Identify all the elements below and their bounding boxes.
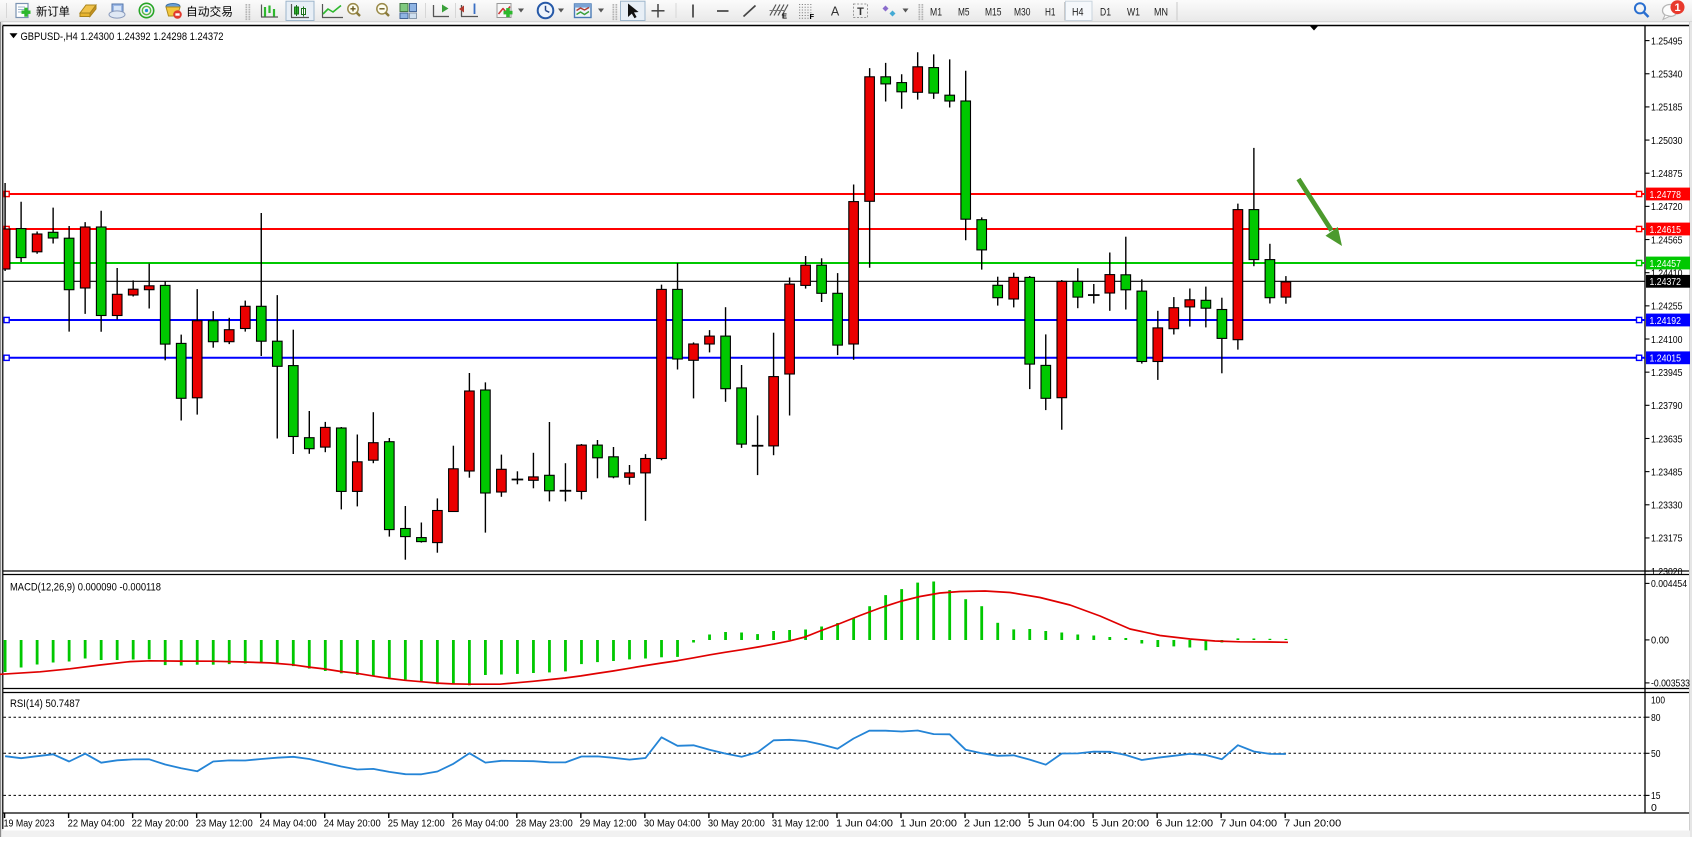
svg-text:26 May 04:00: 26 May 04:00 [452, 818, 509, 830]
svg-text:1.23175: 1.23175 [1651, 533, 1683, 545]
svg-text:T: T [857, 6, 864, 18]
svg-text:MACD(12,26,9) 0.000090 -0.0001: MACD(12,26,9) 0.000090 -0.000118 [10, 582, 161, 594]
svg-text:1.23330: 1.23330 [1651, 500, 1683, 512]
svg-text:自动交易: 自动交易 [186, 5, 233, 19]
svg-text:0.00: 0.00 [1651, 635, 1669, 647]
svg-text:1.24372: 1.24372 [1650, 276, 1682, 288]
svg-text:1.24615: 1.24615 [1650, 224, 1682, 236]
svg-text:7 Jun 20:00: 7 Jun 20:00 [1284, 818, 1341, 830]
svg-text:F: F [810, 12, 815, 21]
svg-text:80: 80 [1651, 712, 1661, 724]
svg-text:1.25340: 1.25340 [1651, 69, 1683, 81]
svg-text:23 May 12:00: 23 May 12:00 [196, 818, 253, 830]
svg-text:6 Jun 12:00: 6 Jun 12:00 [1156, 818, 1213, 830]
svg-text:D1: D1 [1100, 6, 1111, 18]
svg-text:A: A [831, 5, 840, 19]
svg-text:5 Jun 20:00: 5 Jun 20:00 [1092, 818, 1149, 830]
svg-text:1.25030: 1.25030 [1651, 135, 1683, 147]
svg-text:H1: H1 [1045, 6, 1056, 18]
svg-text:MN: MN [1154, 6, 1168, 18]
svg-text:15: 15 [1651, 790, 1661, 802]
svg-text:0.004454: 0.004454 [1651, 578, 1687, 590]
svg-text:22 May 20:00: 22 May 20:00 [132, 818, 189, 830]
svg-text:M30: M30 [1014, 6, 1031, 18]
svg-text:29 May 12:00: 29 May 12:00 [580, 818, 637, 830]
svg-text:1.24565: 1.24565 [1651, 234, 1683, 246]
svg-text:1.23945: 1.23945 [1651, 367, 1683, 379]
svg-text:30 May 20:00: 30 May 20:00 [708, 818, 765, 830]
svg-text:E: E [782, 12, 787, 21]
svg-text:0: 0 [1651, 802, 1657, 814]
svg-text:M5: M5 [958, 6, 970, 18]
svg-text:1.24778: 1.24778 [1650, 189, 1682, 201]
svg-text:1.24100: 1.24100 [1651, 334, 1683, 346]
svg-text:5 Jun 04:00: 5 Jun 04:00 [1028, 818, 1085, 830]
svg-text:24 May 20:00: 24 May 20:00 [324, 818, 381, 830]
svg-text:28 May 23:00: 28 May 23:00 [516, 818, 573, 830]
svg-text:M1: M1 [930, 6, 942, 18]
svg-text:1.24875: 1.24875 [1651, 168, 1683, 180]
svg-text:1.24457: 1.24457 [1650, 258, 1682, 270]
svg-text:新订单: 新订单 [36, 5, 70, 19]
svg-text:1.24192: 1.24192 [1650, 315, 1682, 327]
svg-text:50: 50 [1651, 748, 1661, 760]
svg-text:1: 1 [1674, 2, 1680, 14]
svg-text:19 May 2023: 19 May 2023 [4, 818, 55, 830]
svg-text:31 May 12:00: 31 May 12:00 [772, 818, 829, 830]
svg-text:25 May 12:00: 25 May 12:00 [388, 818, 445, 830]
svg-text:1.23485: 1.23485 [1651, 466, 1683, 478]
svg-text:GBPUSD-,H4 1.24300 1.24392 1.: GBPUSD-,H4 1.24300 1.24392 1.24298 1.243… [21, 31, 224, 43]
svg-text:H4: H4 [1072, 6, 1084, 18]
svg-text:W1: W1 [1127, 6, 1140, 18]
svg-text:1.23635: 1.23635 [1651, 433, 1683, 445]
svg-text:1.25495: 1.25495 [1651, 35, 1683, 47]
svg-text:-0.003533: -0.003533 [1651, 678, 1690, 690]
svg-text:1.24015: 1.24015 [1650, 353, 1682, 365]
svg-text:100: 100 [1651, 694, 1665, 706]
svg-text:1.23020: 1.23020 [1651, 566, 1683, 578]
svg-text:7 Jun 04:00: 7 Jun 04:00 [1220, 818, 1277, 830]
svg-text:2 Jun 12:00: 2 Jun 12:00 [964, 818, 1021, 830]
svg-text:1.23790: 1.23790 [1651, 400, 1683, 412]
svg-text:22 May 04:00: 22 May 04:00 [68, 818, 125, 830]
svg-text:1 Jun 04:00: 1 Jun 04:00 [836, 818, 893, 830]
svg-text:24 May 04:00: 24 May 04:00 [260, 818, 317, 830]
svg-text:1 Jun 20:00: 1 Jun 20:00 [900, 818, 957, 830]
svg-text:M15: M15 [985, 6, 1002, 18]
svg-text:RSI(14) 50.7487: RSI(14) 50.7487 [10, 698, 80, 710]
svg-text:30 May 04:00: 30 May 04:00 [644, 818, 701, 830]
svg-text:1.24255: 1.24255 [1651, 301, 1683, 313]
svg-text:1.24720: 1.24720 [1651, 201, 1683, 213]
svg-text:1.25185: 1.25185 [1651, 102, 1683, 114]
